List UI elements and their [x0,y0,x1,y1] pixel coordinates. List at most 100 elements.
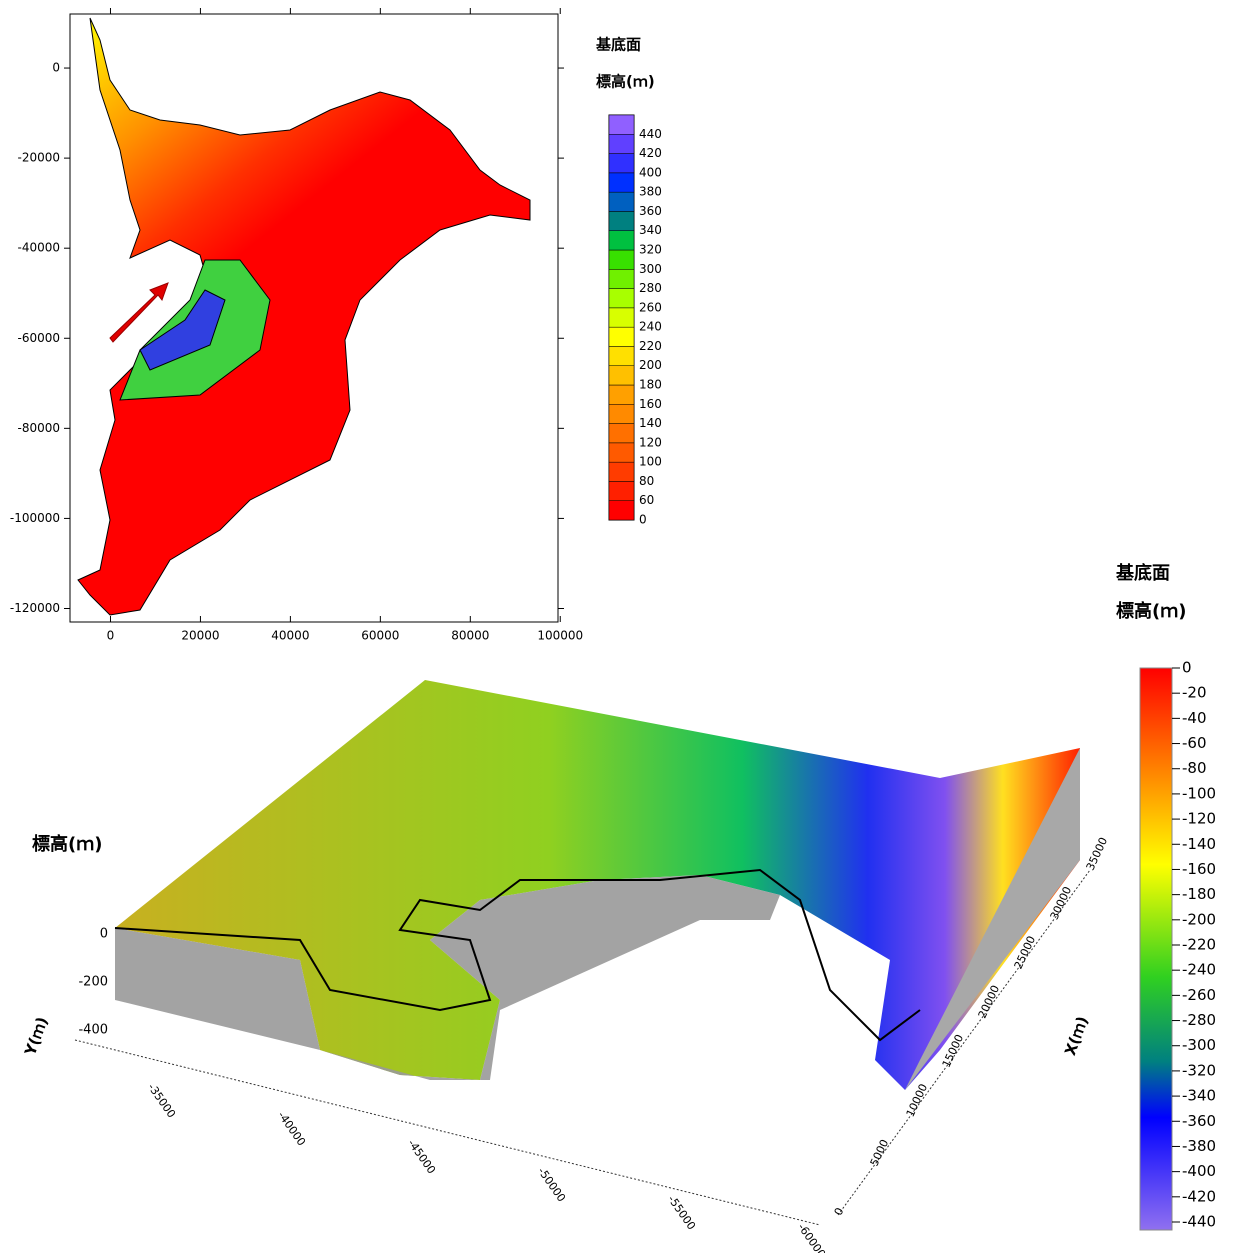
legend-label: 180 [639,378,662,392]
legend-label: 400 [639,165,662,179]
legend-label: -80 [1182,759,1207,777]
legend-label: 160 [639,397,662,411]
x-tick-label: 100000 [537,629,583,643]
legend-label: -200 [1182,910,1216,928]
legend-band [608,191,635,212]
legend-band [608,404,635,424]
legend-band [608,365,635,386]
legend-label: -240 [1182,961,1216,979]
legend-label: -140 [1182,835,1216,853]
legend-band [608,249,635,270]
legend-label: -220 [1182,936,1216,954]
legend-label: -320 [1182,1061,1216,1079]
x-tick-label: 35000 [1084,835,1111,872]
legend-unit: 標高(ｍ) [1116,600,1186,622]
colorbar [1139,667,1173,1231]
legend-label: -260 [1182,986,1216,1004]
y-tick-label: -50000 [535,1165,568,1204]
x-axis-label: X(ｍ) [1061,1014,1092,1058]
legend-label: 320 [639,243,662,257]
legend-band [608,346,635,366]
legend-band [608,269,635,289]
z-tick-label: -200 [78,975,108,990]
x-tick-label: 60000 [361,629,399,643]
legend-unit: 標高(ｍ) [596,73,655,91]
y-tick-label: 0 [52,61,60,75]
legend-label: -420 [1182,1187,1216,1205]
x-tick-label: 0 [107,629,115,643]
y-tick-label: -60000 [795,1221,828,1253]
y-tick-label: -60000 [17,331,60,345]
y-tick-label: -80000 [17,421,60,435]
legend-label: -100 [1182,784,1216,802]
x-axis-line [837,869,1091,1216]
legend-label: 360 [639,204,662,218]
legend-label: 0 [639,513,647,527]
land-area [77,17,531,616]
legend-label: 420 [639,146,662,160]
legend-label: -280 [1182,1011,1216,1029]
x-tick-label: 10000 [904,1082,931,1119]
arrow [109,282,169,343]
legend-label: 340 [639,223,662,237]
legend-band [608,481,635,501]
legend-label: -60 [1182,734,1207,752]
surface [115,680,1080,1090]
legend-band [608,153,635,174]
surface-wall [115,875,780,1080]
y-tick-label: -45000 [405,1137,438,1176]
y-tick-label: -20000 [17,151,60,165]
legend-label: -440 [1182,1213,1216,1231]
legend-label: 100 [639,455,662,469]
y-tick-label: -100000 [10,511,60,525]
x-tick-label: 5000 [868,1137,892,1168]
legend-label: -380 [1182,1137,1216,1155]
legend-band [608,114,635,135]
y-tick-label: -40000 [17,241,60,255]
legend-label: 440 [639,127,662,141]
z-tick-label: -400 [78,1023,108,1038]
legend-label: 280 [639,281,662,295]
legend-band [608,423,635,444]
legend-band [608,307,635,328]
surface-wall [905,748,1080,1090]
legend-label: 140 [639,416,662,430]
legend-label: 0 [1182,659,1192,677]
y-axis-label: Y(ｍ) [21,1015,52,1059]
legend-band [608,172,635,193]
legend-band [608,288,635,309]
legend-label: 220 [639,339,662,353]
legend-label: 120 [639,435,662,449]
legend-label: -160 [1182,860,1216,878]
legend-title: 基底面 [595,36,641,54]
legend-label: 80 [639,474,654,488]
legend-label: -20 [1182,684,1207,702]
contour-region [139,289,226,371]
legend-band [608,230,635,251]
legend-label: 240 [639,320,662,334]
z-axis-label: 標高(ｍ) [32,833,102,855]
legend-label: -40 [1182,709,1207,727]
legend-band [608,134,635,154]
y-tick-label: -35000 [145,1081,178,1120]
legend-band [608,211,635,231]
z-tick-label: 0 [100,927,108,942]
legend-label: 60 [639,493,654,507]
legend-label: -180 [1182,885,1216,903]
x-tick-label: 20000 [181,629,219,643]
legend-band [608,326,635,347]
legend-label: 200 [639,358,662,372]
y-tick-label: -40000 [275,1109,308,1148]
legend-band [608,461,635,482]
legend-label: 260 [639,300,662,314]
legend-label: -360 [1182,1112,1216,1130]
legend-band [608,442,635,463]
x-tick-label: 0 [832,1206,847,1218]
legend-label: -400 [1182,1162,1216,1180]
legend-label: -300 [1182,1036,1216,1054]
x-tick-label: 80000 [451,629,489,643]
legend-title: 基底面 [1115,562,1170,584]
x-tick-label: 40000 [271,629,309,643]
coastline [114,868,921,1042]
